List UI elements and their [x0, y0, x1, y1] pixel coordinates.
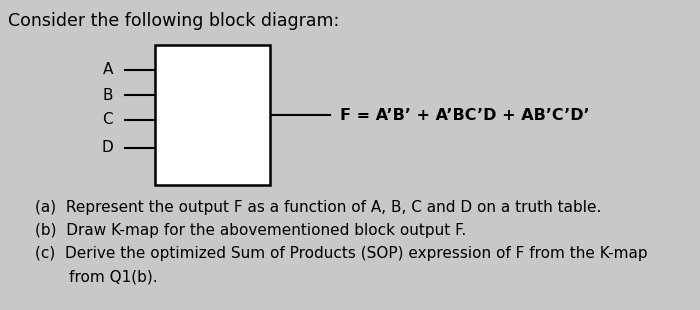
Text: from Q1(b).: from Q1(b).: [35, 269, 158, 284]
Text: C: C: [102, 113, 113, 127]
Bar: [155, 45, 270, 185]
Text: B: B: [102, 87, 113, 103]
Text: (a)  Represent the output F as a function of A, B, C and D on a truth table.: (a) Represent the output F as a function…: [35, 200, 601, 215]
Text: D: D: [102, 140, 113, 156]
Text: (c)  Derive the optimized Sum of Products (SOP) expression of F from the K-map: (c) Derive the optimized Sum of Products…: [35, 246, 648, 261]
Text: Consider the following block diagram:: Consider the following block diagram:: [8, 12, 340, 30]
Text: A: A: [103, 63, 113, 78]
Text: F = A’B’ + A’BC’D + AB’C’D’: F = A’B’ + A’BC’D + AB’C’D’: [340, 108, 589, 122]
Text: (b)  Draw K-map for the abovementioned block output F.: (b) Draw K-map for the abovementioned bl…: [35, 223, 466, 238]
